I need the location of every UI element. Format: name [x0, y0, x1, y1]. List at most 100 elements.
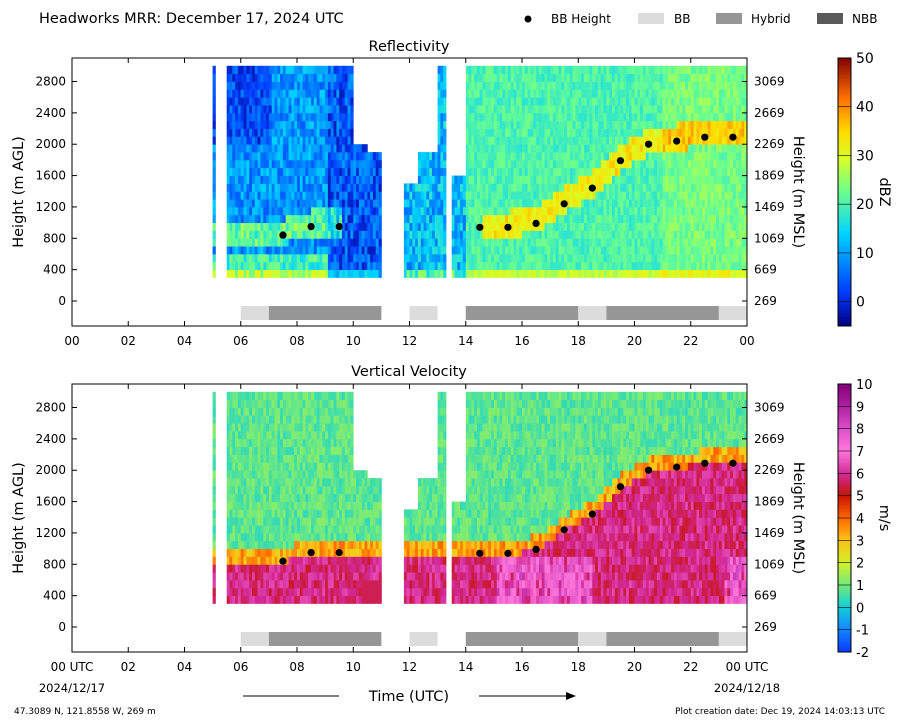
heatmap-cell	[232, 399, 236, 408]
heatmap-cell	[510, 97, 514, 106]
heatmap-cell	[628, 159, 633, 169]
heatmap-cell	[443, 269, 447, 278]
heatmap-cell	[268, 206, 273, 216]
heatmap-cell	[364, 183, 368, 192]
heatmap-cell	[702, 230, 706, 239]
heatmap-cell	[339, 136, 343, 145]
heatmap-cell	[378, 246, 382, 255]
heatmap-cell	[260, 206, 264, 216]
heatmap-cell	[589, 175, 593, 184]
heatmap-cell	[347, 136, 351, 145]
y-tick-label: 800	[43, 231, 66, 245]
heatmap-cell	[347, 97, 351, 106]
heatmap-cell	[659, 152, 664, 161]
heatmap-cell	[671, 230, 675, 239]
heatmap-cell	[249, 580, 253, 589]
heatmap-cell	[274, 128, 278, 137]
heatmap-cell	[412, 183, 416, 192]
heatmap-cell	[311, 183, 315, 192]
heatmap-cell	[462, 183, 467, 192]
heatmap-cell	[541, 81, 545, 90]
heatmap-cell	[333, 261, 337, 271]
heatmap-cell	[496, 183, 500, 192]
heatmap-cell	[212, 509, 216, 518]
heatmap-cell	[516, 230, 520, 239]
heatmap-cell	[569, 152, 574, 161]
heatmap-cell	[491, 97, 495, 106]
heatmap-cell	[263, 105, 267, 114]
heatmap-cell	[434, 230, 439, 239]
heatmap-cell	[581, 159, 585, 169]
heatmap-cell	[229, 572, 233, 581]
heatmap-cell	[586, 65, 590, 75]
heatmap-cell	[569, 159, 574, 169]
heatmap-cell	[342, 230, 346, 239]
heatmap-cell	[662, 230, 666, 239]
heatmap-cell	[519, 246, 523, 255]
heatmap-cell	[564, 128, 568, 137]
heatmap-cell	[268, 81, 273, 90]
heatmap-cell	[693, 230, 697, 239]
heatmap-cell	[252, 478, 256, 487]
heatmap-cell	[741, 167, 745, 176]
heatmap-cell	[536, 183, 540, 192]
heatmap-cell	[212, 105, 216, 114]
heatmap-cell	[567, 112, 571, 122]
heatmap-cell	[285, 97, 289, 106]
legend-hybrid-swatch	[716, 13, 742, 24]
heatmap-cell	[516, 222, 520, 231]
heatmap-cell	[226, 438, 230, 448]
heatmap-cell	[575, 206, 579, 216]
heatmap-cell	[327, 65, 332, 75]
heatmap-cell	[485, 73, 489, 82]
heatmap-cell	[572, 246, 576, 255]
heatmap-cell	[530, 206, 534, 216]
heatmap-cell	[240, 525, 244, 534]
heatmap-cell	[491, 238, 495, 247]
heatmap-cell	[544, 254, 548, 263]
heatmap-cell	[651, 73, 655, 82]
heatmap-cell	[567, 230, 571, 239]
heatmap-cell	[690, 230, 695, 239]
heatmap-cell	[544, 81, 548, 90]
colorbar-band	[838, 91, 851, 95]
heatmap-cell	[260, 65, 264, 75]
heatmap-cell	[547, 183, 551, 192]
heatmap-cell	[533, 81, 537, 90]
heatmap-cell	[311, 230, 315, 239]
heatmap-cell	[243, 407, 247, 416]
heatmap-cell	[493, 199, 498, 208]
heatmap-cell	[583, 144, 588, 153]
heatmap-cell	[246, 532, 250, 542]
heatmap-cell	[673, 73, 678, 82]
heatmap-cell	[716, 206, 720, 216]
heatmap-cell	[673, 206, 678, 216]
heatmap-cell	[291, 73, 295, 82]
heatmap-cell	[282, 254, 287, 263]
heatmap-cell	[339, 183, 343, 192]
heatmap-cell	[718, 144, 723, 153]
heatmap-cell	[654, 222, 658, 231]
heatmap-cell	[254, 152, 259, 161]
heatmap-cell	[274, 175, 278, 184]
heatmap-cell	[620, 120, 624, 129]
heatmap-cell	[285, 152, 289, 161]
heatmap-cell	[519, 222, 523, 231]
heatmap-cell	[271, 206, 275, 216]
heatmap-cell	[600, 136, 605, 145]
heatmap-cell	[631, 206, 635, 216]
heatmap-cell	[732, 175, 737, 184]
heatmap-cell	[237, 415, 242, 424]
heatmap-cell	[583, 175, 588, 184]
heatmap-cell	[724, 144, 728, 153]
colorbar-band	[838, 171, 851, 175]
heatmap-cell	[277, 65, 281, 75]
heatmap-cell	[246, 564, 250, 573]
heatmap-cell	[668, 246, 672, 255]
heatmap-cell	[268, 175, 273, 184]
heatmap-cell	[305, 144, 309, 153]
heatmap-cell	[370, 261, 374, 271]
heatmap-cell	[597, 183, 602, 192]
heatmap-cell	[738, 261, 742, 271]
colorbar-band	[838, 102, 851, 106]
